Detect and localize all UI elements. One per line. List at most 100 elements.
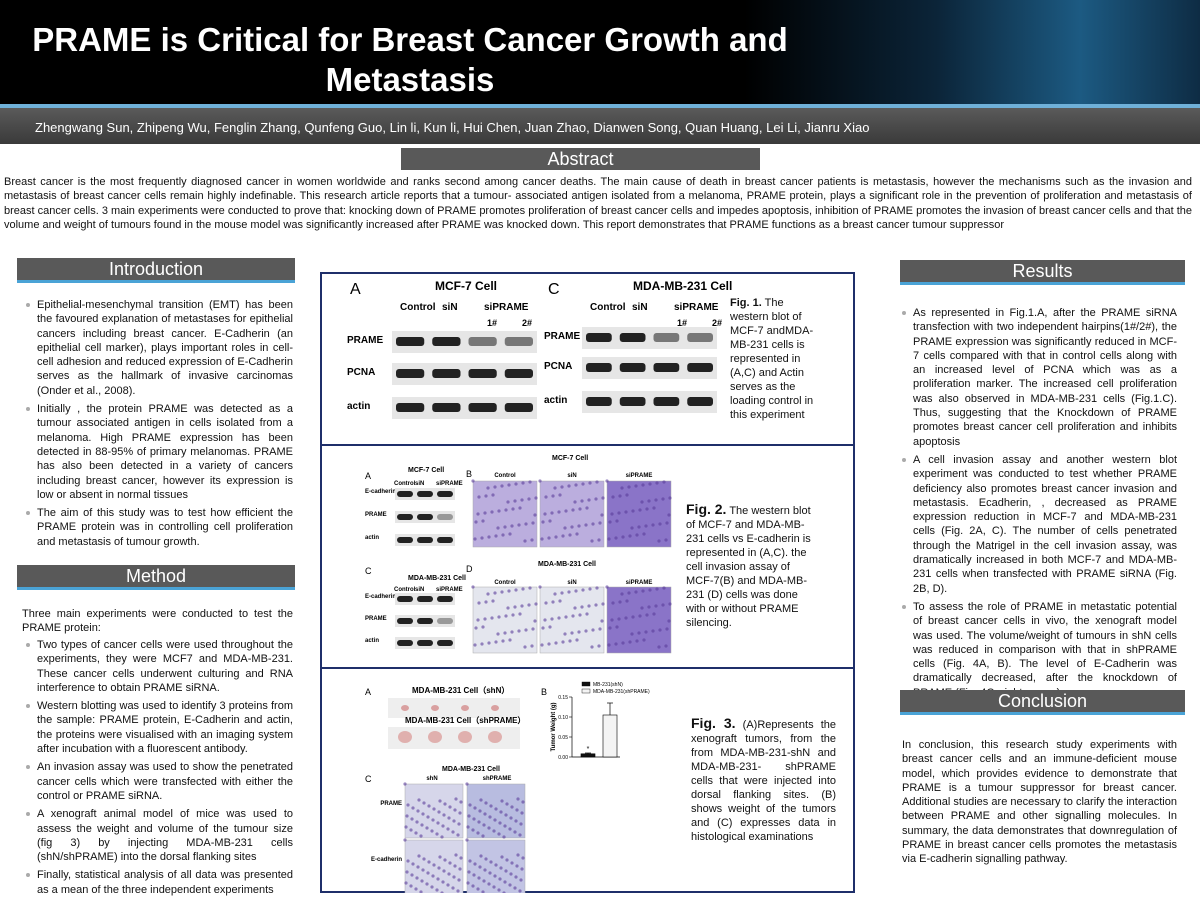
blot-band <box>396 337 425 346</box>
section-heading: Method <box>17 565 295 590</box>
divider <box>0 104 1200 108</box>
blot-band <box>687 363 713 372</box>
figure-text: siN <box>415 481 424 487</box>
cell-dot <box>668 602 672 606</box>
legend-swatch <box>581 688 591 694</box>
cell-dot <box>473 643 477 647</box>
cell-dot <box>655 481 659 485</box>
cell-dot <box>515 864 519 868</box>
cell-dot <box>661 603 665 607</box>
cell-dot <box>499 810 503 814</box>
method-intro: Three main experiments were conducted to… <box>22 608 293 635</box>
cell-dot <box>421 812 425 816</box>
cell-dot <box>453 808 457 812</box>
cell-dot <box>514 588 518 592</box>
cell-dot <box>411 862 415 866</box>
figure-text: Control <box>394 481 416 487</box>
figure-text: A <box>365 687 371 697</box>
figure-text: Control <box>494 473 516 479</box>
cell-dot <box>437 810 441 814</box>
cell-dot <box>454 797 458 801</box>
cell-dot <box>614 642 618 646</box>
cell-dot <box>518 833 522 837</box>
cell-dot <box>524 522 528 526</box>
cell-dot <box>452 819 456 823</box>
cell-dot <box>415 820 419 824</box>
cell-dot <box>514 819 518 823</box>
cell-dot <box>471 884 475 888</box>
tumor <box>398 731 412 743</box>
cell-dot <box>601 496 605 500</box>
cell-dot <box>594 497 598 501</box>
cell-dot <box>503 880 507 884</box>
cell-dot <box>508 532 512 536</box>
figure-text: D <box>466 564 473 574</box>
cell-dot <box>605 585 609 589</box>
cell-dot <box>631 509 635 513</box>
cell-dot <box>493 591 497 595</box>
micrograph <box>606 480 672 548</box>
cell-dot <box>543 512 547 516</box>
figure-caption: Fig. 2. The western blot of MCF-7 and MD… <box>686 502 818 630</box>
cell-dot <box>615 625 619 629</box>
header-banner <box>0 0 1200 104</box>
cell-dot <box>624 510 628 514</box>
figure-text: PCNA <box>544 361 572 372</box>
cell-dot <box>484 857 488 861</box>
y-axis-label: Tumor Weight (g) <box>551 702 557 751</box>
figure-text: siN <box>415 587 424 593</box>
cell-dot <box>430 829 434 833</box>
cell-dot <box>557 616 561 620</box>
cell-dot <box>608 626 612 630</box>
figure-frame <box>320 272 855 893</box>
cell-dot <box>432 807 436 811</box>
cell-dot <box>410 817 414 821</box>
blot-strip <box>582 391 717 413</box>
cell-dot <box>661 497 665 501</box>
legend-label: MB-231(shN) <box>593 682 623 688</box>
blot-band <box>397 514 413 520</box>
cell-dot <box>618 494 622 498</box>
figure-text: siN <box>632 302 648 313</box>
tumor <box>488 731 502 743</box>
cell-dot <box>497 509 501 513</box>
cell-dot <box>420 823 424 827</box>
cell-dot <box>657 539 661 543</box>
blot-band <box>437 514 453 520</box>
cell-dot <box>441 880 445 884</box>
cell-dot <box>595 480 599 484</box>
figure-label: Fig. 3. <box>691 715 736 731</box>
cell-dot <box>507 589 511 593</box>
caption-text: (A)Represents the xenograft tumors, from… <box>691 719 837 843</box>
cell-dot <box>627 591 631 595</box>
cell-dot <box>497 615 501 619</box>
cell-dot <box>624 616 628 620</box>
cell-dot <box>530 538 534 542</box>
intro-list: Epithelial-mesenchymal transition (EMT) … <box>22 298 293 553</box>
cell-dot <box>494 807 498 811</box>
blot-band <box>417 514 433 520</box>
cell-dot <box>531 627 535 631</box>
cell-dot <box>620 592 624 596</box>
cell-dot <box>594 603 598 607</box>
cell-dot <box>480 642 484 646</box>
cell-dot <box>634 484 638 488</box>
cell-dot <box>406 803 410 807</box>
cell-dot <box>520 498 524 502</box>
cell-dot <box>544 601 548 605</box>
cell-dot <box>625 599 629 603</box>
blot-band <box>396 403 425 412</box>
cell-dot <box>490 616 494 620</box>
cell-dot <box>547 642 551 646</box>
cell-dot <box>500 590 504 594</box>
blot-band <box>397 640 413 646</box>
cell-dot <box>448 805 452 809</box>
cell-dot <box>548 519 552 523</box>
cell-dot <box>448 861 452 865</box>
cell-dot <box>403 838 407 842</box>
cell-dot <box>621 641 625 645</box>
figure-text: PRAME <box>544 331 580 342</box>
cell-dot <box>513 499 517 503</box>
cell-dot <box>561 534 565 538</box>
figure-text: C <box>365 566 372 576</box>
